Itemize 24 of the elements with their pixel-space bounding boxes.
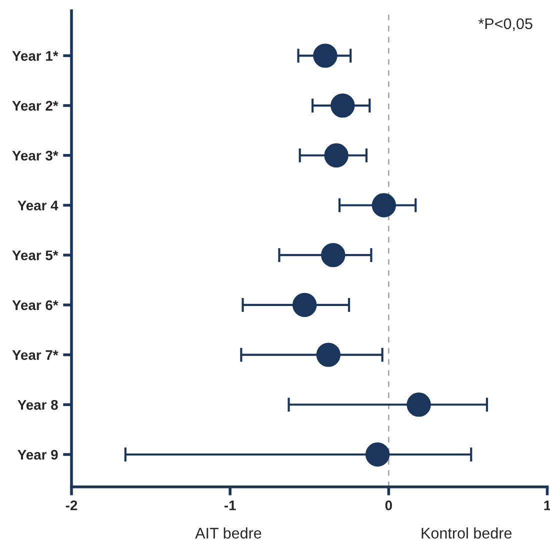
y-tick-label: Year 7* [12, 350, 58, 360]
y-tick-label: Year 2* [12, 100, 58, 111]
point [330, 93, 355, 118]
x-tick-label: 0 [385, 500, 392, 510]
point [406, 392, 431, 417]
x-tick-label: -1 [224, 500, 236, 510]
y-tick-label: Year 9 [18, 450, 58, 460]
text: AIT bedre [195, 527, 262, 539]
y-tick-label: Year 8 [18, 400, 58, 410]
y-tick-label: Year 6* [12, 300, 58, 310]
y-tick-label: Year 5* [12, 250, 58, 260]
point [324, 143, 348, 168]
y-tick-label: Year 4 [18, 200, 58, 210]
annotation: *P<0,05 [478, 18, 532, 31]
point [313, 44, 338, 68]
y-tick-label: Year 1* [12, 51, 58, 61]
point [372, 193, 396, 218]
point [292, 292, 317, 318]
text: Kontrol bedre [422, 527, 512, 539]
point [365, 442, 390, 467]
y-tick-label: Year 3* [12, 150, 58, 161]
point [316, 342, 340, 367]
point [321, 243, 346, 268]
x-tick-label: -2 [66, 500, 78, 510]
